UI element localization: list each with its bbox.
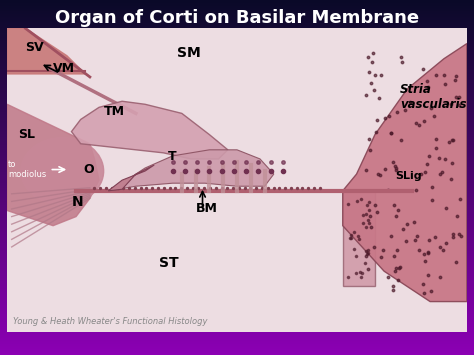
Polygon shape bbox=[343, 191, 375, 286]
Text: T: T bbox=[168, 151, 177, 163]
Polygon shape bbox=[108, 150, 274, 191]
Polygon shape bbox=[7, 104, 99, 226]
Text: SV: SV bbox=[26, 41, 44, 54]
Polygon shape bbox=[343, 44, 467, 302]
Text: O: O bbox=[83, 163, 93, 176]
Text: VM: VM bbox=[53, 62, 75, 75]
Text: SM: SM bbox=[177, 46, 201, 60]
Polygon shape bbox=[108, 165, 154, 191]
Text: Organ of Corti on Basilar Membrane: Organ of Corti on Basilar Membrane bbox=[55, 9, 419, 27]
Text: ST: ST bbox=[159, 256, 179, 270]
Text: Young & Heath Wheater's Functional Histology: Young & Heath Wheater's Functional Histo… bbox=[13, 317, 207, 327]
Text: to
modiolus: to modiolus bbox=[8, 160, 46, 179]
Text: SLig: SLig bbox=[396, 171, 422, 181]
Polygon shape bbox=[72, 101, 228, 159]
Text: SL: SL bbox=[18, 128, 36, 141]
Polygon shape bbox=[7, 28, 85, 74]
Text: Stria
vascularis: Stria vascularis bbox=[400, 83, 467, 111]
Text: BM: BM bbox=[196, 202, 218, 215]
Ellipse shape bbox=[21, 138, 104, 204]
Text: N: N bbox=[72, 195, 83, 209]
Text: TM: TM bbox=[104, 105, 125, 118]
